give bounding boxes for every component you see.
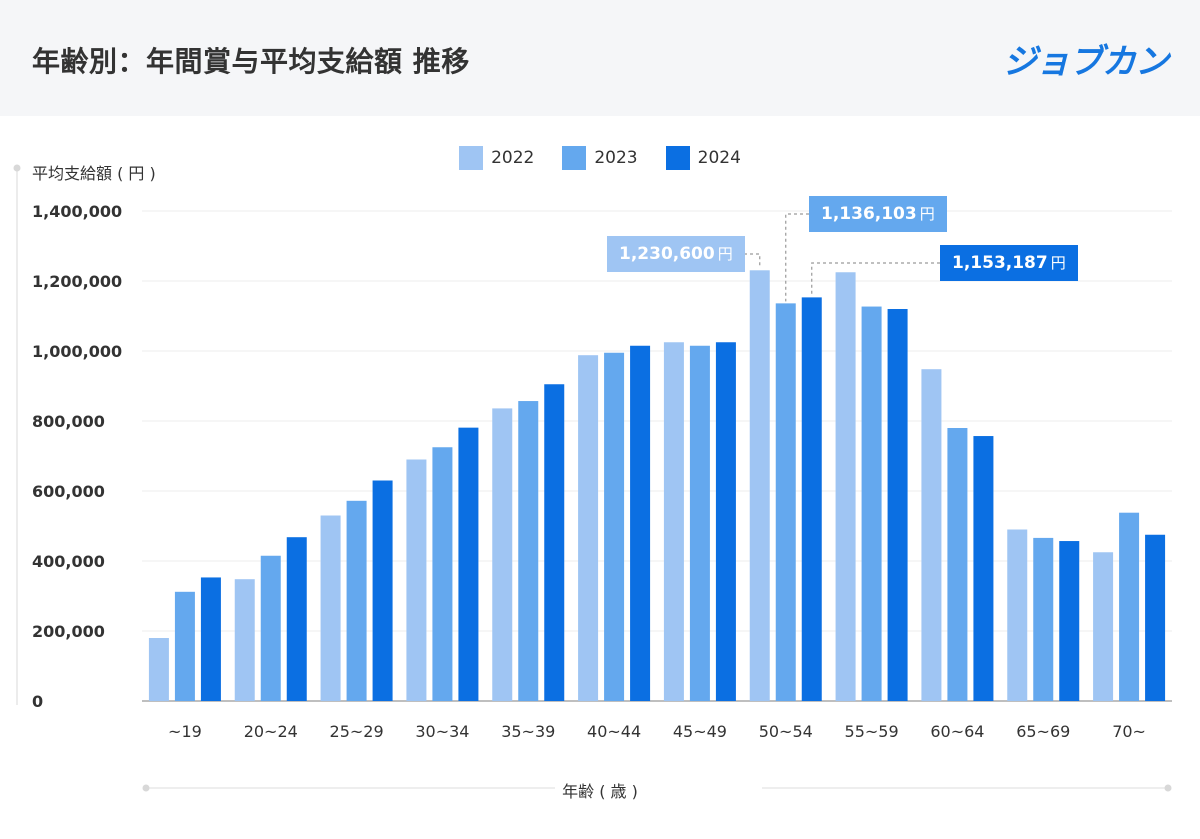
y-tick-label: 1,200,000 <box>32 272 122 291</box>
x-tick-label: 30~34 <box>415 722 469 741</box>
legend-item-2022: 2022 <box>459 146 534 170</box>
x-tick-label: 35~39 <box>501 722 555 741</box>
bar-2022-45~49 <box>663 342 684 701</box>
x-tick-label: 40~44 <box>587 722 641 741</box>
bar-2023-50~54 <box>775 303 796 701</box>
callout-unit: 円 <box>1050 254 1066 272</box>
chart-panel <box>0 116 1200 839</box>
legend-swatch-2023 <box>562 146 587 170</box>
y-axis-title: 平均支給額 ( 円 ) <box>32 164 156 183</box>
bar-2023-40~44 <box>604 352 625 701</box>
bar-2023-55~59 <box>861 306 882 701</box>
bar-2023-30~34 <box>432 447 453 701</box>
bar-2024-70~ <box>1145 534 1166 701</box>
legend-label-2023: 2023 <box>594 148 638 168</box>
x-axis-dot-right <box>1164 784 1172 792</box>
bar-2022-55~59 <box>835 272 856 701</box>
brand-logo: ジョブカン <box>1003 42 1169 82</box>
header: 年齢別：年間賞与平均支給額 推移 ジョブカン <box>0 0 1200 116</box>
bar-2023-35~39 <box>518 401 539 701</box>
bar-2024-20~24 <box>286 537 307 701</box>
leader-2023 <box>785 213 809 302</box>
y-tick-label: 400,000 <box>32 552 105 571</box>
bar-2024-~19 <box>200 577 221 701</box>
bar-2023-25~29 <box>346 500 367 701</box>
x-tick-label: 70~ <box>1112 722 1146 741</box>
bar-2022-60~64 <box>921 369 942 701</box>
callout-value: 1,230,600 <box>619 244 715 264</box>
x-tick-label: 45~49 <box>673 722 727 741</box>
legend-item-2023: 2023 <box>562 146 638 170</box>
callout-value: 1,153,187 <box>952 253 1048 273</box>
bar-2024-25~29 <box>372 480 393 701</box>
x-tick-label: 55~59 <box>845 722 899 741</box>
page-title: 年齢別：年間賞与平均支給額 推移 <box>32 45 470 78</box>
bar-2023-70~ <box>1119 512 1140 701</box>
bar-2022-25~29 <box>320 515 341 701</box>
x-tick-label: 60~64 <box>930 722 984 741</box>
callout-2022-50-54: 1,230,600 円 <box>607 236 745 272</box>
x-axis-title: 年齢 ( 歳 ) <box>562 782 638 801</box>
y-tick-label: 600,000 <box>32 482 105 501</box>
x-tick-label: 50~54 <box>759 722 813 741</box>
bar-2023-45~49 <box>689 345 710 701</box>
bar-2024-65~69 <box>1059 541 1080 701</box>
x-tick-label: 25~29 <box>330 722 384 741</box>
bar-2023-20~24 <box>260 555 281 701</box>
callout-unit: 円 <box>919 205 935 223</box>
bar-2022-20~24 <box>234 579 255 701</box>
bar-2024-50~54 <box>801 297 822 701</box>
bar-2024-55~59 <box>887 309 908 701</box>
bar-2023-65~69 <box>1033 537 1054 701</box>
leader-2022 <box>738 253 761 269</box>
x-tick-label: ~19 <box>168 722 202 741</box>
bar-2023-60~64 <box>947 428 968 701</box>
y-tick-label: 200,000 <box>32 622 105 641</box>
bar-2022-65~69 <box>1007 529 1028 701</box>
bar-2023-~19 <box>174 591 195 701</box>
legend-swatch-2024 <box>665 146 690 170</box>
x-tick-label: 20~24 <box>244 722 298 741</box>
bar-2024-60~64 <box>973 436 994 701</box>
legend-label-2022: 2022 <box>491 148 535 168</box>
legend-swatch-2022 <box>459 146 484 170</box>
legend: 2022 2023 2024 <box>0 146 1200 170</box>
callout-value: 1,136,103 <box>821 204 917 224</box>
x-axis-dot-left <box>142 784 150 792</box>
y-tick-label: 1,400,000 <box>32 202 122 221</box>
bar-2024-30~34 <box>458 427 479 701</box>
bar-2022-70~ <box>1093 552 1114 701</box>
x-tick-label: 65~69 <box>1016 722 1070 741</box>
y-axis-dot <box>13 164 21 172</box>
callout-unit: 円 <box>717 245 733 263</box>
leader-2024 <box>811 262 940 296</box>
bar-2022-30~34 <box>406 459 427 701</box>
y-tick-label: 1,000,000 <box>32 342 122 361</box>
bar-2024-40~44 <box>630 345 651 701</box>
bar-2022-40~44 <box>578 355 599 701</box>
legend-item-2024: 2024 <box>665 146 741 170</box>
bar-2024-35~39 <box>544 384 565 701</box>
callout-2023-50-54: 1,136,103 円 <box>809 196 947 232</box>
y-tick-label: 0 <box>32 692 43 711</box>
y-tick-label: 800,000 <box>32 412 105 431</box>
bar-2024-45~49 <box>715 342 736 701</box>
legend-label-2024: 2024 <box>697 148 741 168</box>
bar-2022-35~39 <box>492 408 513 701</box>
bar-2022-50~54 <box>749 270 770 701</box>
callout-2024-50-54: 1,153,187 円 <box>940 245 1078 281</box>
bar-2022-~19 <box>148 638 169 701</box>
